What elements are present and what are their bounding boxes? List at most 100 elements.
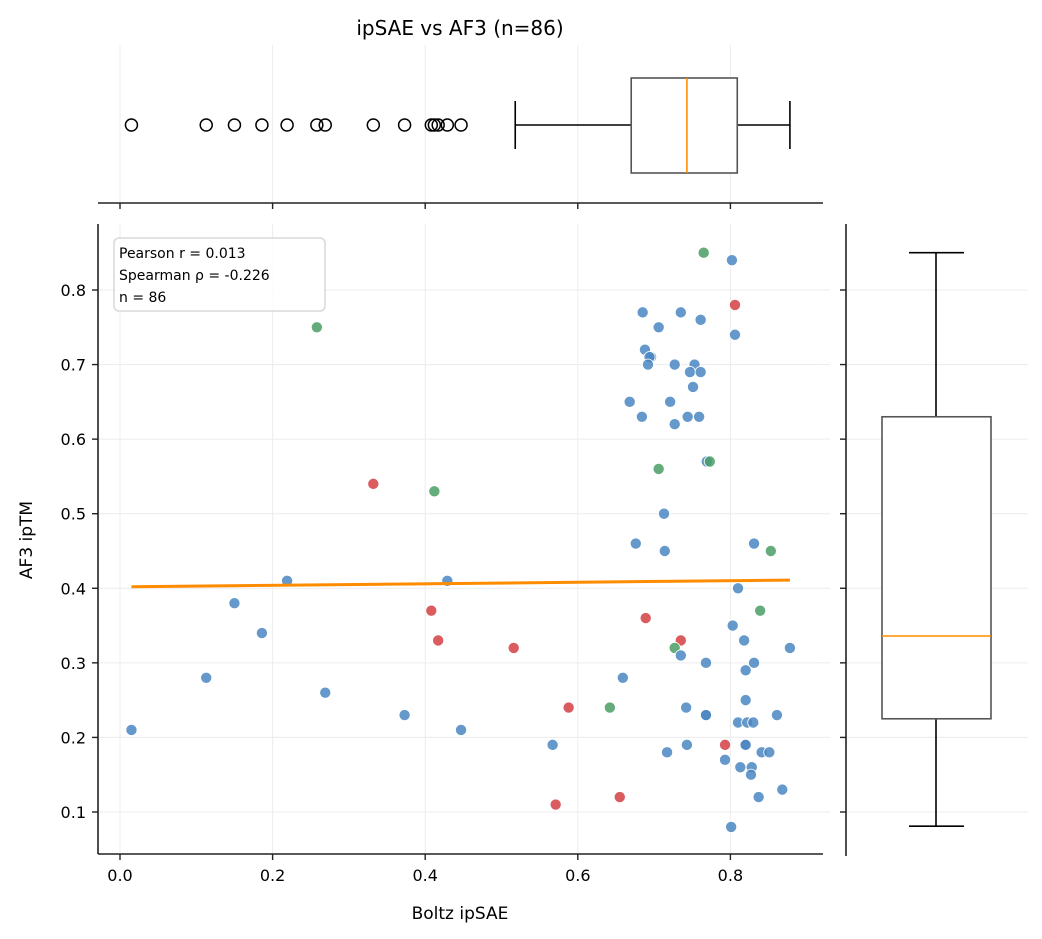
scatter-point-green: [754, 604, 767, 617]
scatter-point-green: [703, 455, 716, 468]
scatter-point-red: [562, 701, 575, 714]
scatter-point-red: [549, 798, 562, 811]
scatter-point-blue: [398, 709, 411, 722]
scatter-point-blue: [763, 746, 776, 759]
scatter-point-green: [764, 544, 777, 557]
y-tick-label: 0.8: [61, 281, 86, 300]
scatter-point-blue: [719, 753, 732, 766]
top-box-iqr: [630, 77, 739, 174]
scatter-point-blue: [752, 791, 765, 804]
scatter-point-blue: [641, 358, 654, 371]
y-tick-label: 0.1: [61, 803, 86, 822]
scatter-point-blue: [658, 507, 671, 520]
scatter-point-blue: [694, 366, 707, 379]
scatter-point-blue: [748, 537, 761, 550]
scatter-point-red: [425, 604, 438, 617]
scatter-point-red: [367, 477, 380, 490]
scatter-point-blue: [658, 544, 671, 557]
scatter-point-blue: [200, 671, 213, 684]
x-tick-label: 0.8: [718, 866, 743, 885]
scatter-point-blue: [681, 410, 694, 423]
scatter-point-blue: [664, 395, 677, 408]
scatter-point-blue: [455, 723, 468, 736]
x-tick-label: 0.0: [107, 866, 132, 885]
scatter-point-blue: [635, 410, 648, 423]
top-outlier: [310, 118, 324, 132]
regression-line: [131, 578, 790, 589]
scatter-point-blue: [694, 313, 707, 326]
y-tick-label: 0.6: [61, 430, 86, 449]
x-tick-label: 0.2: [260, 866, 285, 885]
scatter-point-green: [652, 462, 665, 475]
right-boxplot-panel: [823, 224, 1028, 856]
scatter-point-blue: [661, 746, 674, 759]
scatter-point-blue: [629, 537, 642, 550]
scatter-point-blue: [747, 716, 760, 729]
scatter-point-blue: [725, 820, 738, 833]
scatter-point-blue: [739, 664, 752, 677]
scatter-point-red: [432, 634, 445, 647]
scatter-point-blue: [776, 783, 789, 796]
scatter-point-blue: [636, 306, 649, 319]
scatter-point-blue: [668, 418, 681, 431]
scatter-point-blue: [739, 738, 752, 751]
y-tick-label: 0.2: [61, 728, 86, 747]
scatter-point-blue: [680, 738, 693, 751]
top-outlier: [280, 118, 294, 132]
scatter-point-blue: [680, 701, 693, 714]
scatter-point-blue: [125, 723, 138, 736]
scatter-point-blue: [228, 597, 241, 610]
scatter-point-green: [603, 701, 616, 714]
top-outlier: [427, 118, 442, 132]
scatter-point-blue: [732, 582, 745, 595]
chart-title: ipSAE vs AF3 (n=86): [356, 16, 563, 40]
right-box-iqr: [881, 415, 992, 720]
right-y-ticks: [840, 289, 846, 813]
top-outlier: [255, 118, 269, 132]
top-outlier: [454, 118, 468, 132]
scatter-point-blue: [255, 627, 268, 640]
y-tick-label: 0.3: [61, 654, 86, 673]
scatter-point-blue: [652, 321, 665, 334]
scatter-point-red: [639, 612, 652, 625]
stats-box: Pearson r = 0.013 Spearman ρ = -0.226 n …: [113, 237, 326, 312]
scatter-point-blue: [546, 738, 559, 751]
scatter-point-blue: [770, 709, 783, 722]
top-outlier: [199, 118, 213, 132]
scatter-point-blue: [783, 641, 796, 654]
scatter-point-blue: [728, 328, 741, 341]
scatter-panel: 0.0 0.2 0.4 0.6 0.8 0.1 0.2 0.3 0.4 0.5 0.6 0.7 0.8…: [17, 224, 823, 924]
main-grid: [98, 224, 823, 854]
scatter-point-red: [719, 738, 732, 751]
scatter-point-green: [697, 246, 710, 259]
y-tick-label: 0.4: [61, 579, 86, 598]
top-outlier: [431, 118, 445, 132]
scatter-point-blue: [748, 656, 761, 669]
x-ticks: 0.0 0.2 0.4 0.6 0.8: [107, 854, 743, 885]
scatter-point-blue: [734, 761, 747, 774]
top-x-ticks: [119, 203, 732, 209]
x-tick-label: 0.6: [565, 866, 590, 885]
scatter-point-blue: [745, 768, 758, 781]
y-tick-label: 0.7: [61, 356, 86, 375]
x-axis-label: Boltz ipSAE: [412, 904, 509, 924]
scatter-point-blue: [739, 694, 752, 707]
stats-n: n = 86: [119, 290, 166, 306]
scatter-point-blue: [668, 358, 681, 371]
y-tick-label: 0.5: [61, 505, 86, 524]
scatter-point-red: [507, 641, 520, 654]
right-boxplot: [881, 251, 992, 827]
scatter-point-blue: [699, 709, 712, 722]
scatter-point-blue: [726, 619, 739, 632]
scatter-point-blue: [683, 366, 696, 379]
scatter-point-green: [310, 321, 323, 334]
stats-spearman: Spearman ρ = -0.226: [119, 268, 270, 284]
top-outlier: [424, 118, 439, 132]
scatter-point-blue: [687, 380, 700, 393]
scatter-point-blue: [319, 686, 332, 699]
scatter-point-blue: [699, 656, 712, 669]
scatter-point-blue: [623, 395, 636, 408]
scatter-point-blue: [725, 254, 738, 267]
scatter-point-blue: [616, 671, 629, 684]
